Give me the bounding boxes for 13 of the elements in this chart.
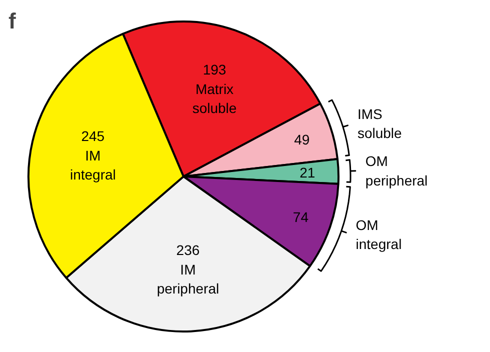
slice-label: IM peripheral: [156, 261, 220, 297]
data-label: 74: [292, 208, 309, 225]
slice-label: IM integral: [70, 147, 116, 183]
chart-title: f: [8, 8, 16, 34]
data-label: 193: [202, 62, 226, 78]
slice-label: OM integral: [356, 216, 402, 252]
data-label: 49: [294, 132, 310, 148]
slice-label: Matrix soluble: [192, 80, 237, 116]
data-label: 21: [300, 164, 316, 180]
legend-label: OM peripheral: [365, 153, 428, 188]
slice-label: IMS soluble: [357, 106, 402, 142]
data-label: 245: [81, 128, 105, 144]
data-label: 236: [176, 242, 200, 258]
